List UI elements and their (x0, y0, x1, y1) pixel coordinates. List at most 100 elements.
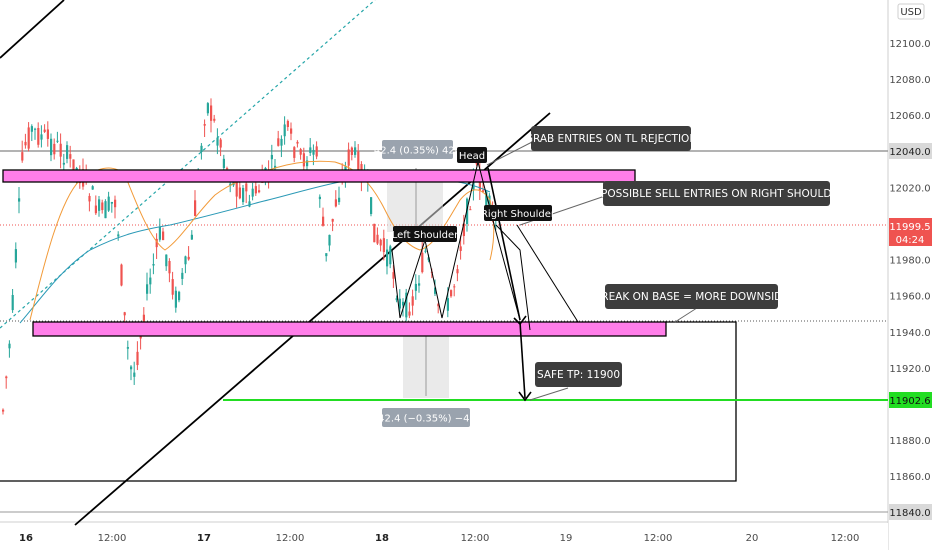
candle-body (152, 264, 155, 266)
candle-body (334, 199, 337, 207)
left-shoulder-label[interactable]: Left Shoulder (392, 226, 459, 242)
price-axis[interactable] (888, 0, 932, 550)
time-tick-label: 12:00 (831, 533, 860, 544)
candle-body (155, 238, 158, 248)
pointer-grab (486, 139, 537, 166)
right-shoulder-label-text: Right Shoulder (481, 209, 556, 220)
price-tick-label: 12020.0 (889, 183, 930, 194)
candle-body (46, 129, 49, 139)
candle-body (389, 246, 392, 265)
candle-body (18, 198, 21, 202)
range-rectangle[interactable] (0, 321, 737, 482)
candle-body (488, 195, 491, 213)
candle-body (200, 145, 203, 153)
candle-body (130, 366, 133, 370)
price-tick-label: 11960.0 (889, 292, 930, 303)
time-axis[interactable] (0, 523, 888, 550)
candle-body (53, 143, 56, 155)
price-tick-label: 11880.0 (889, 436, 930, 447)
callout-safe-tp[interactable]: SAFE TP: 11900 (535, 362, 622, 387)
candle-body (2, 409, 5, 412)
candle-body (37, 128, 40, 145)
candle-body (456, 269, 459, 274)
callout-break-base[interactable]: BREAK ON BASE = MORE DOWNSIDE (594, 284, 789, 309)
candle-body (40, 134, 43, 140)
price-tick-label: 11920.0 (889, 364, 930, 375)
range-label-up-text: 42.4 (0.35%) 424 (374, 146, 461, 157)
candle-body (283, 124, 286, 137)
price-tick-label: 12060.0 (889, 111, 930, 122)
dotted-trendline[interactable] (0, 0, 376, 329)
candle-body (69, 154, 72, 159)
price-tick-label: 11860.0 (889, 472, 930, 483)
upper-trendline[interactable] (0, 0, 65, 59)
candle-body (34, 128, 37, 130)
candle-body (117, 234, 120, 237)
candle-body (110, 201, 113, 204)
range-label-down: −42.4 (−0.35%) −424 (370, 408, 482, 427)
candle-body (88, 195, 91, 202)
candle-body (277, 138, 280, 146)
time-tick-label: 12:00 (276, 533, 305, 544)
ma-fast-line (29, 160, 495, 321)
candle-body (459, 246, 462, 251)
arrow-down-2[interactable] (519, 321, 526, 399)
candle-body (165, 254, 168, 267)
candle-body (386, 249, 389, 267)
candle-body (226, 168, 229, 170)
base-zone[interactable] (32, 321, 667, 337)
candle-body (350, 147, 353, 155)
candle-body (213, 118, 216, 121)
candle-body (30, 126, 33, 132)
candle-body (238, 187, 241, 199)
currency-badge[interactable]: USD (897, 3, 925, 20)
right-shoulder-label[interactable]: Right Shoulder (481, 205, 556, 221)
candle-body (43, 129, 46, 132)
bottom-price-tag: 11840.0 (889, 504, 932, 520)
hs-pattern-path[interactable] (391, 161, 521, 321)
candle-body (50, 138, 53, 156)
candle-body (411, 296, 414, 306)
candle-body (94, 205, 97, 214)
head-label[interactable]: Head (457, 147, 487, 163)
time-tick-label: 17 (197, 533, 211, 544)
hs-projection-a (495, 224, 531, 331)
candle-body (424, 250, 427, 252)
bottom-price-text: 11840.0 (889, 508, 930, 519)
arrow-head-2 (518, 391, 532, 402)
candle-body (485, 191, 488, 207)
candle-body (216, 137, 219, 146)
candle-body (206, 103, 209, 114)
candle-body (27, 127, 30, 149)
resistance-zone[interactable] (2, 169, 636, 183)
resistance-price-tag: 12040.0 (889, 143, 932, 159)
pointer-tp (529, 387, 569, 401)
callout-break-text: BREAK ON BASE = MORE DOWNSIDE (594, 291, 789, 303)
candle-body (434, 287, 437, 294)
candle-body (280, 138, 283, 146)
candle-body (98, 199, 101, 211)
candle-body (382, 238, 385, 253)
candle-body (254, 186, 257, 194)
countdown-text: 04:24 (896, 235, 925, 246)
candle-body (242, 187, 245, 203)
candle-body (120, 264, 123, 286)
candle-body (379, 239, 382, 246)
tp-price-tag: 11902.6 (889, 392, 932, 408)
callout-sell-entries[interactable]: 2. POSSIBLE SELL ENTRIES ON RIGHT SHOULD… (588, 181, 846, 206)
candle-body (408, 311, 411, 316)
candle-body (453, 286, 456, 288)
candle-body (181, 272, 184, 279)
candle-body (414, 283, 417, 291)
candle-body (11, 294, 14, 311)
candle-body (59, 143, 62, 157)
candle-body (187, 256, 190, 260)
arrow-down-1[interactable] (487, 167, 521, 321)
callout-grab-entries[interactable]: GRAB ENTRIES ON TL REJECTION (525, 126, 697, 151)
resistance-price-text: 12040.0 (889, 147, 930, 158)
candle-body (24, 141, 27, 146)
candle-body (392, 272, 395, 279)
candle-body (14, 249, 17, 263)
price-tick-label: 11980.0 (889, 256, 930, 267)
